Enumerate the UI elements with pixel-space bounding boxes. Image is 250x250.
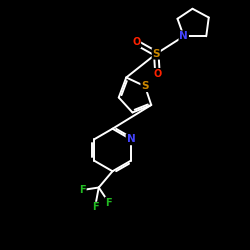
- Text: O: O: [154, 69, 162, 79]
- Text: N: N: [126, 134, 135, 144]
- Text: F: F: [79, 185, 86, 195]
- Text: N: N: [180, 31, 188, 41]
- Text: S: S: [141, 81, 149, 91]
- Text: O: O: [132, 38, 140, 48]
- Text: F: F: [92, 202, 98, 212]
- Text: F: F: [106, 198, 112, 207]
- Text: S: S: [152, 49, 160, 59]
